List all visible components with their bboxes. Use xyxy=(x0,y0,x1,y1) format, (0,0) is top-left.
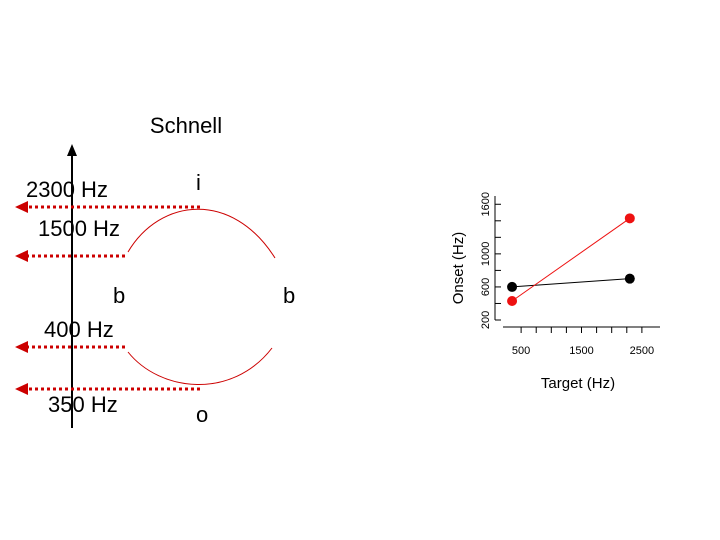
y-tick-label: 200 xyxy=(480,311,492,329)
label-2300hz: 2300 Hz xyxy=(26,177,108,202)
label-vowel-o: o xyxy=(196,402,208,427)
data-point xyxy=(624,273,635,284)
y-tick-label: 1600 xyxy=(480,192,492,216)
x-tick-label: 2500 xyxy=(630,345,654,357)
y-tick-label: 600 xyxy=(480,278,492,296)
x-ticks: 500 1500 2500 xyxy=(512,327,654,357)
arrow-400 xyxy=(15,341,125,353)
frequency-axis xyxy=(67,144,77,428)
y-ticks: 200 600 1000 1600 xyxy=(480,192,501,329)
figure-title: Schnell xyxy=(150,113,222,138)
label-400hz: 400 Hz xyxy=(44,317,114,342)
y-tick-label: 1000 xyxy=(480,242,492,266)
x-axis-label: Target (Hz) xyxy=(541,375,615,392)
label-350hz: 350 Hz xyxy=(48,392,118,417)
onset-target-chart: 200 600 1000 1600 500 1500 2500 Onset (Hz) Ta… xyxy=(450,192,660,392)
data-point xyxy=(624,213,635,224)
label-1500hz: 1500 Hz xyxy=(38,216,120,241)
formant-curve-upper xyxy=(127,208,276,259)
data-point xyxy=(507,295,518,306)
arrow-350 xyxy=(15,383,200,395)
arrow-1500 xyxy=(15,250,125,262)
x-tick-label: 1500 xyxy=(569,345,593,357)
formant-curve-lower xyxy=(127,347,273,385)
arrow-2300 xyxy=(15,201,200,213)
chart-series xyxy=(507,213,635,306)
y-axis-label: Onset (Hz) xyxy=(450,232,467,305)
label-b-right: b xyxy=(283,283,295,308)
frequency-arrows xyxy=(15,201,200,395)
data-point xyxy=(507,281,518,292)
label-vowel-i: i xyxy=(196,170,201,195)
x-tick-label: 500 xyxy=(512,345,530,357)
series-1 xyxy=(507,213,635,306)
series-line xyxy=(511,217,631,302)
label-b-left: b xyxy=(113,283,125,308)
series-0 xyxy=(507,273,635,292)
series-line xyxy=(512,278,630,288)
